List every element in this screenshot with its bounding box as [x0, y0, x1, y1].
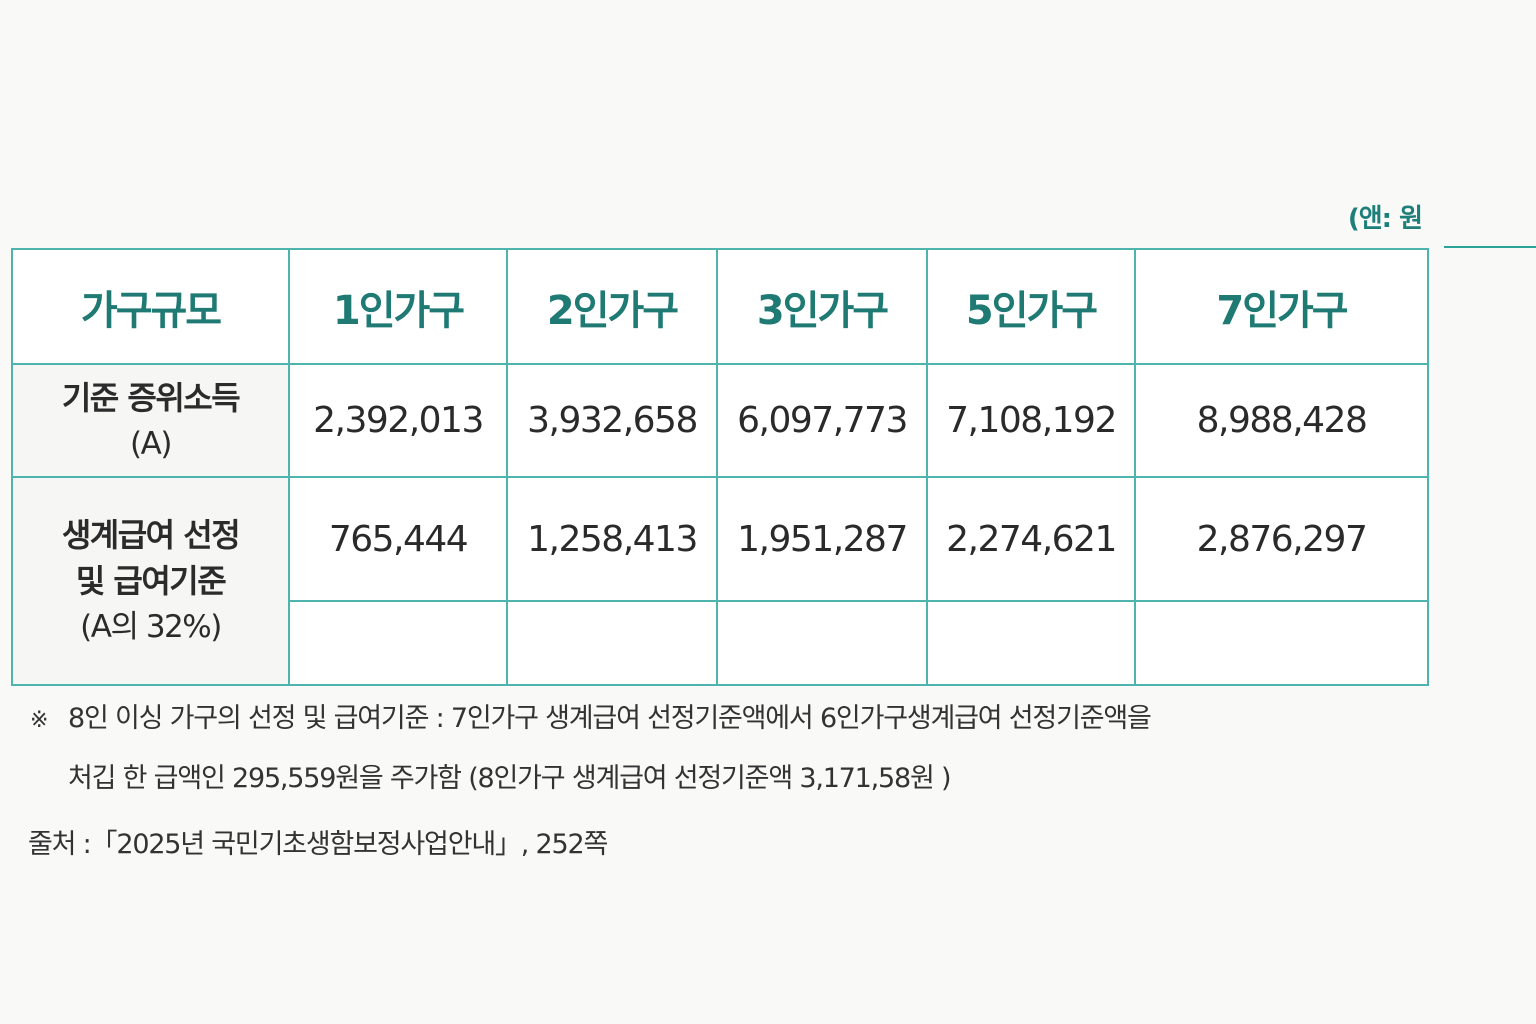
- table-cell: 1,258,413: [506, 476, 718, 602]
- reference-mark: ※: [30, 708, 48, 733]
- decorative-line: [1444, 246, 1536, 248]
- row-label-median-income: 기준 증위소득 (A): [11, 363, 290, 478]
- row-label-main-2: 및 급여기준: [75, 562, 227, 600]
- footnote: ※ 8인 이싱 가구의 선정 및 급여기준 : 7인가구 생계급여 선정기준액에서…: [30, 700, 1430, 798]
- header-3-person: 3인가구: [716, 248, 928, 365]
- row-label-livelihood-benefit: 생계급여 선정 및 급여기준 (A의 32%): [11, 476, 290, 686]
- income-standard-table: 가구규모 1인가구 2인가구 3인가구 5인가구 7인가구 기준 증위소득 (A…: [11, 248, 1429, 686]
- table-cell: 6,097,773: [716, 363, 928, 478]
- row-label-main: 생계급여 선정: [61, 516, 241, 554]
- table-row-median-income: 기준 증위소득 (A) 2,392,013 3,932,658 6,097,77…: [11, 363, 1429, 478]
- row-label-sub: (A의 32%): [80, 609, 222, 645]
- footnote-line-2: 처깁 한 급액인 295,559원을 주가함 (8인가구 생계급여 선정기준액 …: [68, 763, 952, 794]
- row-label-main: 기준 증위소득: [61, 378, 241, 417]
- header-household-size: 가구규모: [11, 248, 290, 365]
- table-cell-empty: [716, 600, 928, 686]
- table-cell: 2,876,297: [1134, 476, 1429, 602]
- source-citation: 줄처 :「2025년 국민기초생함보정사업안내」, 252쪽: [28, 829, 608, 860]
- table-cell-empty: [506, 600, 718, 686]
- header-1-person: 1인가구: [288, 248, 508, 365]
- footnote-line-1: 8인 이싱 가구의 선정 및 급여기준 : 7인가구 생계급여 선정기준액에서 …: [68, 703, 1152, 734]
- row-label-sub: (A): [130, 425, 172, 462]
- header-2-person: 2인가구: [506, 248, 718, 365]
- table-cell: 2,392,013: [288, 363, 508, 478]
- header-5-person: 5인가구: [926, 248, 1136, 365]
- table-cell: 1,951,287: [716, 476, 928, 602]
- table-cell: 3,932,658: [506, 363, 718, 478]
- table-cell-empty: [288, 600, 508, 686]
- table-cell-empty: [926, 600, 1136, 686]
- unit-label: (앤: 원: [1347, 204, 1423, 234]
- table-cell-empty: [1134, 600, 1429, 686]
- table-row-livelihood-benefit: 생계급여 선정 및 급여기준 (A의 32%) 765,444 1,258,41…: [11, 476, 1429, 686]
- table-cell: 2,274,621: [926, 476, 1136, 602]
- table-cell: 7,108,192: [926, 363, 1136, 478]
- table-cell: 8,988,428: [1134, 363, 1429, 478]
- table-header-row: 가구규모 1인가구 2인가구 3인가구 5인가구 7인가구: [11, 248, 1429, 365]
- table-row-empty: [12, 600, 1429, 686]
- table-cell: 765,444: [288, 476, 508, 602]
- header-7-person: 7인가구: [1134, 248, 1429, 365]
